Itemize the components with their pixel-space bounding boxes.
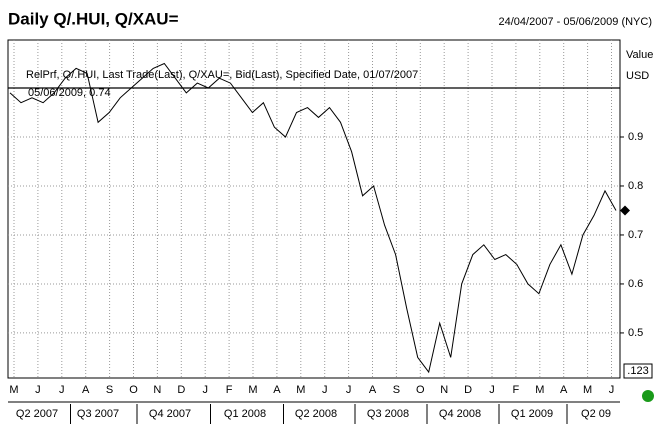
date-range: 24/04/2007 - 05/06/2009 (NYC) [499, 16, 653, 28]
x-tick-label: A [82, 384, 90, 396]
x-tick-label: D [464, 384, 472, 396]
x-tick-label: O [416, 384, 425, 396]
x-tick-label: J [202, 384, 208, 396]
x-tick-label: F [226, 384, 233, 396]
x-tick-label: J [346, 384, 352, 396]
plot-frame [7, 39, 621, 379]
badge: .123 [627, 365, 648, 377]
chart-title: Daily Q/.HUI, Q/XAU= [8, 9, 179, 28]
quarter-label: Q4 2008 [439, 408, 481, 420]
x-tick-label: S [393, 384, 400, 396]
quarter-label: Q2 2007 [16, 408, 58, 420]
x-tick-label: J [35, 384, 41, 396]
x-tick-label: M [296, 384, 305, 396]
x-tick-label: D [177, 384, 185, 396]
x-tick-label: S [106, 384, 113, 396]
y-tick-label: 0.7 [628, 229, 643, 241]
x-tick-label: M [248, 384, 257, 396]
badge-box [623, 363, 653, 379]
x-tick-label: J [609, 384, 615, 396]
y-tick-label: 0.8 [628, 180, 643, 192]
quarter-label: Q1 2009 [511, 408, 553, 420]
y-tick-label: 0.6 [628, 278, 643, 290]
axis-label: USD [626, 70, 649, 82]
x-tick-label: A [560, 384, 568, 396]
quarter-label: Q1 2008 [224, 408, 266, 420]
series-line [9, 62, 617, 374]
last-value-marker [620, 205, 630, 216]
x-tick-label: J [322, 384, 328, 396]
quarter-label: Q2 09 [581, 408, 611, 420]
x-tick-label: A [273, 384, 281, 396]
axis-label: Value [626, 49, 653, 61]
quarter-label: Q4 2007 [149, 408, 191, 420]
x-tick-label: N [440, 384, 448, 396]
x-tick-label: M [583, 384, 592, 396]
x-tick-label: A [369, 384, 377, 396]
y-tick-label: 0.9 [628, 131, 643, 143]
x-tick-label: N [153, 384, 161, 396]
status-dot [642, 390, 654, 402]
quarter-label: Q3 2008 [367, 408, 409, 420]
x-tick-label: M [9, 384, 18, 396]
last-point-label: 05/06/2009, 0.74 [28, 87, 111, 99]
legend-text: RelPrf, Q/.HUI, Last Trade(Last), Q/XAU=… [26, 69, 418, 81]
x-tick-label: M [535, 384, 544, 396]
x-tick-label: O [129, 384, 138, 396]
quarter-label: Q3 2007 [77, 408, 119, 420]
x-tick-label: F [513, 384, 520, 396]
x-tick-label: J [489, 384, 495, 396]
x-tick-label: J [59, 384, 65, 396]
quarter-label: Q2 2008 [295, 408, 337, 420]
y-tick-label: 0.5 [628, 327, 643, 339]
